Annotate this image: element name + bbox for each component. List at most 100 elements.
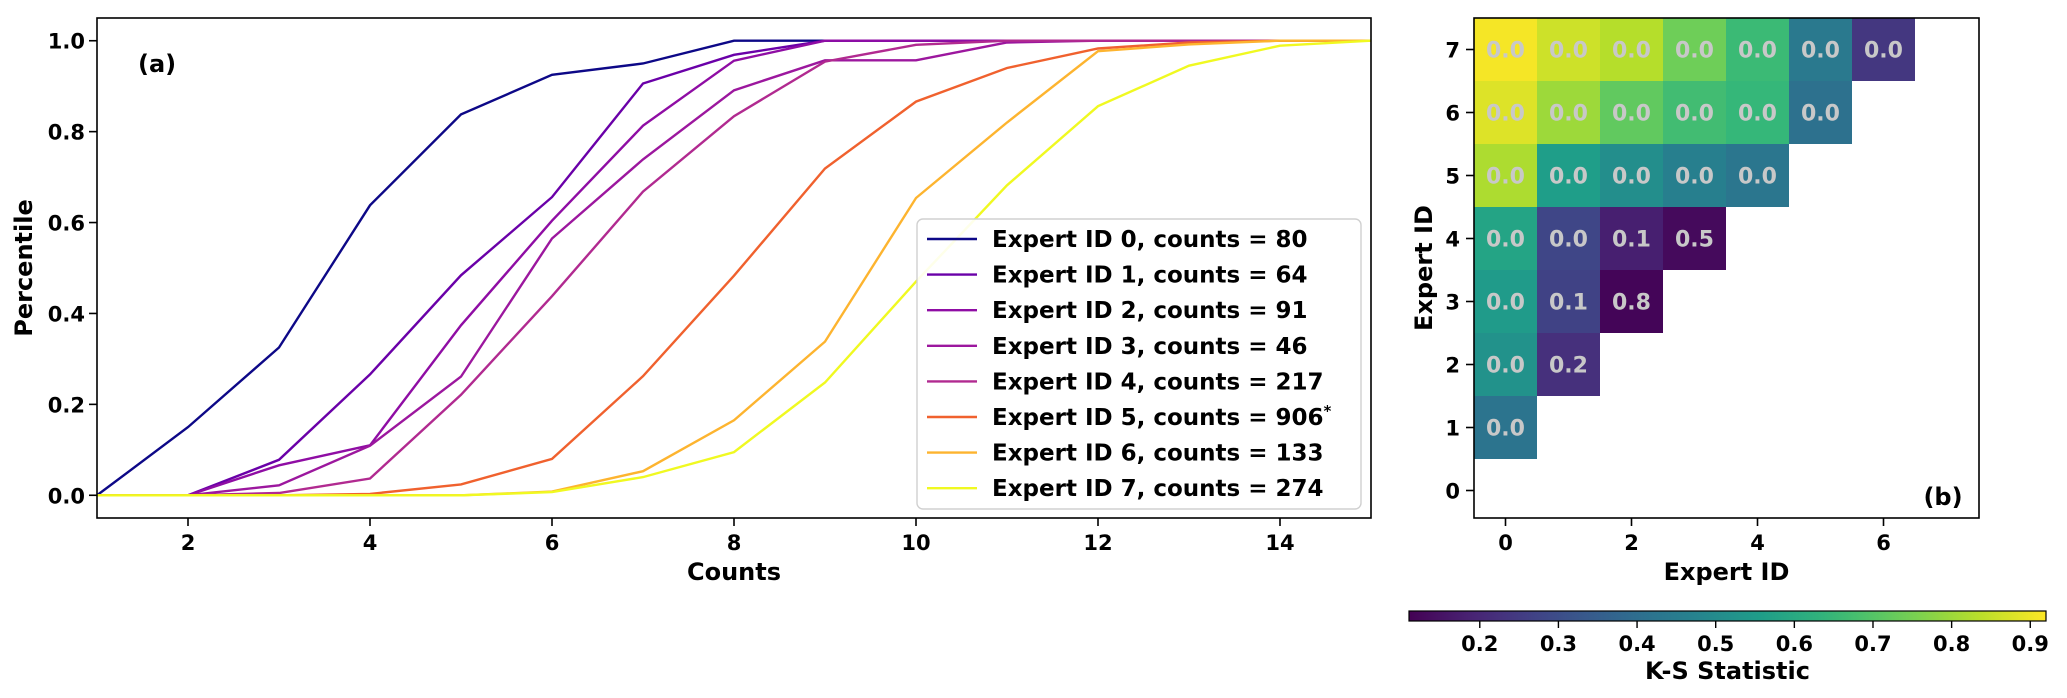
- y-tick-label: 6: [1445, 102, 1460, 126]
- y-tick-label: 3: [1445, 291, 1460, 315]
- x-tick-label: 14: [1265, 531, 1294, 555]
- heatmap-cell: [1474, 18, 1537, 81]
- heatmap-cell: [1474, 207, 1537, 270]
- heatmap-cell-label: 0.2: [1549, 354, 1588, 379]
- legend-entry-marker: *: [1324, 402, 1332, 420]
- x-tick-label: 4: [1750, 531, 1765, 555]
- colorbar-tick-label: 0.7: [1854, 632, 1891, 656]
- y-tick-label: 2: [1445, 354, 1460, 378]
- x-tick-label: 10: [901, 531, 930, 555]
- heatmap-cell: [1537, 81, 1600, 144]
- legend-entry: Expert ID 2, counts = 91: [992, 298, 1308, 324]
- x-tick-label: 2: [1624, 531, 1639, 555]
- y-tick-label: 0.4: [48, 302, 85, 326]
- heatmap-cell: [1537, 270, 1600, 333]
- legend-entry: Expert ID 3, counts = 46: [992, 334, 1308, 360]
- heatmap-cell-label: 0.0: [1549, 165, 1588, 190]
- y-axis-ticks: 0.0 0.2 0.4 0.6 0.8 1.0: [48, 30, 97, 508]
- heatmap-cell: [1474, 333, 1537, 396]
- x-tick-label: 0: [1498, 531, 1513, 555]
- legend-entry: Expert ID 7, counts = 274: [992, 476, 1324, 502]
- heatmap-cell-label: 0.0: [1486, 102, 1525, 127]
- x-tick-label: 6: [545, 531, 560, 555]
- y-tick-label: 0.2: [48, 393, 85, 417]
- legend-box: [916, 218, 1362, 510]
- heatmap-cell-label: 0.0: [1486, 291, 1525, 316]
- heatmap-cell: [1789, 18, 1852, 81]
- colorbar-gradient: [1408, 610, 2047, 622]
- heatmap-cell-label: 0.0: [1486, 354, 1525, 379]
- heatmap-cell: [1663, 18, 1726, 81]
- heatmap-cell-label: 0.0: [1675, 39, 1714, 64]
- colorbar-tick-label: 0.6: [1776, 632, 1813, 656]
- colorbar-ticks: 0.2 0.3 0.4 0.5 0.6 0.7 0.8 0.9: [1461, 621, 2049, 656]
- colorbar-tick-label: 0.8: [1933, 632, 1970, 656]
- heatmap-cell: [1474, 81, 1537, 144]
- legend-entry: Expert ID 5, counts = 906*: [992, 402, 1332, 431]
- x-tick-label: 12: [1083, 531, 1112, 555]
- heatmap-cell-label: 0.0: [1738, 102, 1777, 127]
- x-axis-label: Counts: [687, 558, 781, 586]
- heatmap-cell-label: 0.0: [1486, 417, 1525, 442]
- heatmap-cell: [1852, 18, 1915, 81]
- heatmap-cell: [1663, 144, 1726, 207]
- series-lines: [97, 39, 1371, 497]
- heatmap-cell: [1474, 144, 1537, 207]
- legend-entry: Expert ID 1, counts = 64: [992, 263, 1308, 289]
- x-tick-label: 6: [1876, 531, 1891, 555]
- heatmap-cell: [1600, 81, 1663, 144]
- heatmap-cell: [1600, 18, 1663, 81]
- heatmap-cell-label: 0.0: [1612, 39, 1651, 64]
- colorbar-tick-label: 0.4: [1618, 632, 1655, 656]
- heatmap-cell-label: 0.0: [1801, 102, 1840, 127]
- heatmap-y-ticks: 0 1 2 3 4 5 6 7: [1445, 39, 1474, 504]
- heatmap-cell-label: 0.5: [1675, 228, 1714, 253]
- colorbar-label: K-S Statistic: [1645, 657, 1810, 685]
- heatmap-cell-label: 0.0: [1612, 165, 1651, 190]
- legend-entry: Expert ID 6, counts = 133: [992, 441, 1324, 467]
- heatmap-cell-label: 0.0: [1612, 102, 1651, 127]
- heatmap-cell-label: 0.0: [1486, 39, 1525, 64]
- heatmap-cell-label: 0.8: [1612, 291, 1651, 316]
- heatmap-cell: [1726, 81, 1789, 144]
- heatmap-cell: [1663, 207, 1726, 270]
- panel-a-line-chart: 2 4 6 8 10 12 14 0.0 0.2 0.4 0.6 0.8 1.0 (a) Counts…: [10, 17, 1372, 586]
- colorbar-tick-label: 0.2: [1461, 632, 1498, 656]
- heatmap-cell: [1537, 18, 1600, 81]
- heatmap-cell-label: 0.0: [1738, 39, 1777, 64]
- x-axis-label: Expert ID: [1664, 558, 1790, 586]
- heatmap-cells: 0.0 0.0 0.2 0.0 0.1 0.8 0.0 0.0 0.1 0.5 0.0 0.0 0.0 0…: [1474, 18, 1915, 459]
- panel-label: (a): [138, 50, 176, 78]
- heatmap-cell-label: 0.0: [1549, 102, 1588, 127]
- heatmap-x-ticks: 0 2 4 6: [1498, 518, 1891, 555]
- heatmap-cell-label: 0.0: [1864, 39, 1903, 64]
- heatmap-cell: [1663, 81, 1726, 144]
- colorbar-tick-label: 0.5: [1697, 632, 1734, 656]
- y-tick-label: 1: [1445, 417, 1460, 441]
- series-line-7: [97, 39, 1371, 497]
- y-tick-label: 1.0: [48, 30, 85, 54]
- y-axis-label: Percentile: [10, 199, 38, 337]
- y-tick-label: 4: [1445, 228, 1460, 252]
- series-line-4: [97, 39, 1371, 497]
- heatmap-cell-label: 0.0: [1549, 228, 1588, 253]
- heatmap-cell-label: 0.0: [1738, 165, 1777, 190]
- heatmap-cell: [1537, 207, 1600, 270]
- heatmap-cell: [1600, 207, 1663, 270]
- heatmap-frame: [1473, 17, 1980, 519]
- colorbar-tick-label: 0.9: [2012, 632, 2049, 656]
- legend-entry: Expert ID 0, counts = 80: [992, 227, 1308, 253]
- y-tick-label: 0.8: [48, 121, 85, 145]
- x-tick-label: 2: [181, 531, 196, 555]
- heatmap-cell: [1474, 396, 1537, 459]
- heatmap-cell-label: 0.0: [1801, 39, 1840, 64]
- heatmap-cell-label: 0.0: [1486, 165, 1525, 190]
- heatmap-cell: [1474, 270, 1537, 333]
- heatmap-cell: [1600, 270, 1663, 333]
- panel-b-heatmap: 0.0 0.0 0.2 0.0 0.1 0.8 0.0 0.0 0.1 0.5 0.0 0.0 0.0 0…: [1410, 17, 1980, 586]
- heatmap-cell-label: 0.0: [1675, 165, 1714, 190]
- heatmap-cell: [1537, 144, 1600, 207]
- y-tick-label: 5: [1445, 165, 1460, 189]
- heatmap-cell: [1726, 144, 1789, 207]
- y-tick-label: 0.6: [48, 212, 85, 236]
